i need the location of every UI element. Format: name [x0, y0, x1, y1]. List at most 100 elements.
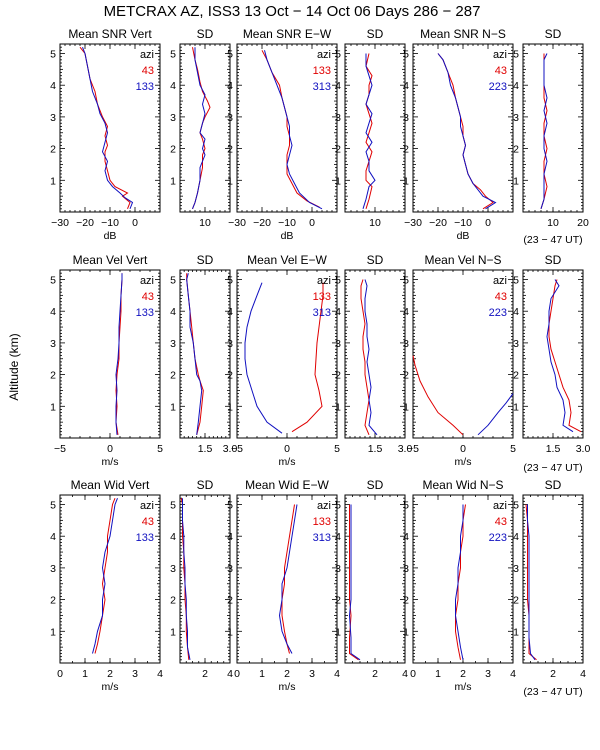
y-tick-label: 3	[403, 338, 409, 350]
y-tick-label: 1	[227, 401, 233, 413]
series-line-a	[261, 50, 320, 208]
y-tick-label: 5	[50, 500, 56, 512]
y-axis-label: Altitude (km)	[7, 333, 21, 400]
panel-title: Mean Wid E−W	[245, 478, 329, 492]
series-line-b	[92, 498, 118, 654]
y-tick-label: 1	[335, 175, 341, 187]
series-line-a	[412, 355, 464, 436]
panel-frame	[522, 494, 584, 664]
y-tick-label: 5	[513, 275, 519, 287]
series-line-b	[437, 53, 497, 210]
x-tick-label: 0	[107, 443, 113, 455]
x-tick-label: 3.0	[223, 443, 238, 455]
panel-title: SD	[367, 478, 384, 492]
panel-r1-c1: 1 2 3 4 5 1.5 3.0 SD	[170, 253, 237, 455]
x-tick-label: 10	[199, 217, 211, 229]
y-tick-label: 2	[227, 595, 233, 607]
x-tick-label: −30	[228, 217, 246, 229]
legend-entry: 223	[489, 307, 507, 319]
panel-r0-c3: 1 2 3 4 5 10 SD	[335, 27, 406, 229]
legend-entry: 223	[489, 532, 507, 544]
legend-entry: 133	[313, 516, 331, 528]
x-tick-label: 0	[284, 443, 290, 455]
y-tick-label: 1	[50, 401, 56, 413]
y-tick-label: 2	[335, 144, 341, 156]
legend-entry: 43	[142, 65, 154, 77]
series-line-a	[349, 504, 359, 661]
x-tick-label: 0	[460, 443, 466, 455]
x-tick-label: 4	[334, 668, 340, 680]
x-tick-label: 0	[410, 668, 416, 680]
series-line-b	[364, 279, 378, 436]
y-tick-label: 3	[227, 338, 233, 350]
x-tick-label: 2	[202, 668, 208, 680]
x-tick-label: 5	[157, 443, 163, 455]
y-tick-label: 3	[513, 338, 519, 350]
legend-heading: azi	[140, 275, 154, 287]
series-line-a	[281, 504, 295, 654]
series-line-a	[186, 273, 204, 435]
y-tick-label: 5	[335, 49, 341, 61]
x-tick-label: 0	[485, 217, 491, 229]
x-tick-label: 3	[485, 668, 491, 680]
x-tick-label: −10	[278, 217, 296, 229]
x-tick-label: 5	[510, 443, 516, 455]
y-tick-label: 4	[335, 306, 341, 318]
panel-r2-c0: 1 2 3 4 5 0 1 2 3 4 Mean Wid Vert m/s azi 43 133	[50, 478, 163, 693]
y-tick-label: 2	[227, 144, 233, 156]
series-line-a	[365, 53, 373, 209]
y-tick-label: 2	[50, 144, 56, 156]
y-tick-label: 5	[403, 500, 409, 512]
panel-title: SD	[545, 253, 562, 267]
y-tick-label: 2	[403, 370, 409, 382]
y-tick-label: 1	[170, 401, 176, 413]
series-line-a	[455, 504, 466, 660]
series-line-b	[278, 504, 298, 654]
y-tick-label: 3	[513, 563, 519, 575]
y-tick-label: 2	[335, 595, 341, 607]
x-tick-label: 2	[460, 668, 466, 680]
y-tick-label: 1	[403, 401, 409, 413]
y-tick-label: 4	[50, 306, 56, 318]
panel-title: Mean SNR Vert	[68, 27, 152, 41]
y-tick-label: 5	[403, 275, 409, 287]
y-tick-label: 1	[50, 626, 56, 638]
x-tick-label: 1	[435, 668, 441, 680]
y-tick-label: 2	[170, 144, 176, 156]
panel-r0-c4: 1 2 3 4 5 −30 −20 −10 0 Mean SNR N−S dB azi 43 223	[403, 27, 514, 242]
legend-heading: azi	[493, 275, 507, 287]
y-tick-label: 4	[50, 80, 56, 92]
y-tick-label: 1	[403, 175, 409, 187]
x-tick-label: 0	[132, 217, 138, 229]
x-tick-label: 1	[82, 668, 88, 680]
y-tick-label: 5	[227, 500, 233, 512]
legend-heading: azi	[317, 49, 331, 61]
panel-title: Mean SNR N−S	[420, 27, 506, 41]
y-tick-label: 1	[170, 626, 176, 638]
y-tick-label: 5	[335, 500, 341, 512]
legend-entry: 43	[495, 516, 507, 528]
panel-r1-c0: 1 2 3 4 5 −5 0 5 Mean Vel Vert m/s azi 43 133	[50, 253, 163, 468]
panel-r1-c2: 1 2 3 4 5 −5 0 5 Mean Vel E−W m/s azi 133 313	[227, 253, 340, 468]
legend-entry: 133	[313, 65, 331, 77]
panel-r1-c3: 1 2 3 4 5 1.5 3.0 SD	[335, 253, 412, 455]
x-axis-label: m/s	[102, 681, 119, 693]
panel-title: Mean Vel E−W	[247, 253, 327, 267]
x-tick-label: 1	[259, 668, 265, 680]
y-tick-label: 4	[513, 80, 519, 92]
series-line-a	[525, 504, 537, 661]
panel-r1-c5: 1 2 3 4 5 1.5 3.0 SD	[513, 253, 590, 455]
y-tick-label: 4	[227, 531, 233, 543]
y-tick-label: 5	[227, 275, 233, 287]
panel-r2-c3: 1 2 3 4 5 2 4 SD	[335, 478, 408, 680]
y-tick-label: 3	[170, 563, 176, 575]
y-tick-label: 5	[50, 275, 56, 287]
y-tick-label: 1	[335, 626, 341, 638]
legend-entry: 43	[142, 291, 154, 303]
y-tick-label: 3	[227, 563, 233, 575]
y-tick-label: 3	[50, 563, 56, 575]
y-tick-label: 1	[227, 175, 233, 187]
x-tick-label: 4	[510, 668, 516, 680]
